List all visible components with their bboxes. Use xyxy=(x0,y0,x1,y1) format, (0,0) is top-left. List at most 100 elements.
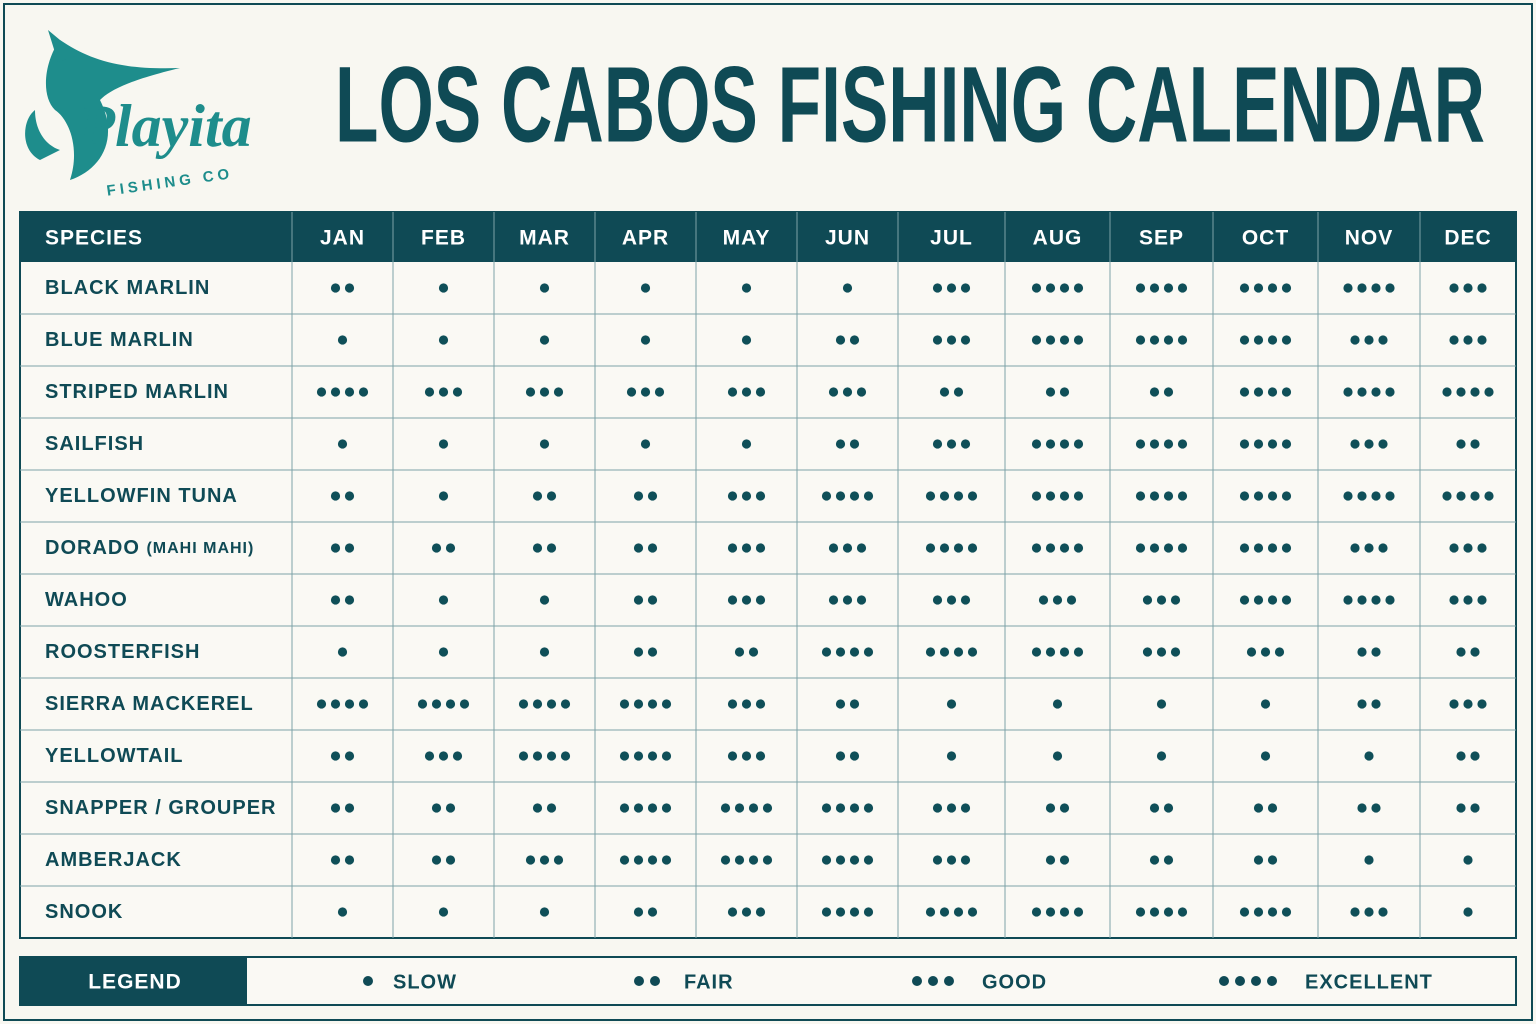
rating-cell xyxy=(932,439,971,449)
rating-dot xyxy=(1163,803,1174,813)
rating-dot xyxy=(459,699,470,709)
rating-cell xyxy=(932,803,971,813)
rating-cell xyxy=(1239,907,1292,917)
rating-dot xyxy=(849,751,860,761)
rating-dot xyxy=(849,803,860,813)
rating-cell xyxy=(337,647,348,657)
rating-cell xyxy=(1031,283,1084,293)
rating-cell xyxy=(330,491,355,501)
rating-cell xyxy=(1456,751,1480,761)
rating-dot xyxy=(647,855,658,865)
rating-dot xyxy=(619,699,630,709)
rating-dot xyxy=(1357,699,1367,709)
rating-dot xyxy=(438,595,449,605)
rating-dot xyxy=(640,387,651,397)
rating-dot xyxy=(1073,491,1084,501)
rating-dot xyxy=(1371,699,1381,709)
rating-cell xyxy=(539,595,550,605)
rating-dot xyxy=(1045,907,1056,917)
rating-dot xyxy=(424,751,435,761)
rating-dot xyxy=(1484,387,1494,397)
rating-dot xyxy=(842,387,853,397)
fish-tail xyxy=(25,110,60,160)
species-label: ROOSTERFISH xyxy=(45,641,200,663)
rating-dot xyxy=(438,751,449,761)
rating-dot xyxy=(330,387,341,397)
rating-dot xyxy=(953,543,964,553)
rating-cell xyxy=(316,387,369,397)
rating-dot xyxy=(1267,491,1278,501)
rating-dot xyxy=(1364,335,1374,345)
rating-cell xyxy=(946,699,957,709)
species-name: YELLOWFIN TUNA xyxy=(45,485,238,507)
rating-dot xyxy=(946,283,957,293)
rating-cell xyxy=(539,335,550,345)
rating-dot xyxy=(546,699,557,709)
rating-dot xyxy=(1163,855,1174,865)
rating-dot xyxy=(1031,647,1042,657)
rating-dot xyxy=(1251,976,1261,986)
rating-cell xyxy=(835,699,860,709)
rating-dot xyxy=(932,439,943,449)
rating-dot xyxy=(1364,543,1374,553)
rating-dot xyxy=(960,595,971,605)
rating-dot xyxy=(1484,491,1494,501)
rating-dot xyxy=(1364,439,1374,449)
rating-dot xyxy=(1253,595,1264,605)
rating-dot xyxy=(1456,647,1466,657)
rating-cell xyxy=(633,543,658,553)
rating-dot xyxy=(849,335,860,345)
header-cell: FEB xyxy=(421,227,466,250)
rating-dot xyxy=(1267,387,1278,397)
rating-cell xyxy=(1135,283,1188,293)
rating-dot xyxy=(953,907,964,917)
rating-dot xyxy=(1477,699,1487,709)
legend-item: FAIR xyxy=(634,971,733,993)
rating-cell xyxy=(1364,855,1374,865)
rating-cell xyxy=(431,543,456,553)
species-label: SNOOK xyxy=(45,901,123,923)
page-title: LOS CABOS FISHING CALENDAR xyxy=(335,44,1485,165)
species-label: BLACK MARLIN xyxy=(45,277,210,299)
rating-dot xyxy=(553,855,564,865)
rating-dot xyxy=(939,387,950,397)
rating-cell xyxy=(330,803,355,813)
rating-cell xyxy=(532,543,557,553)
rating-cell xyxy=(1156,699,1167,709)
rating-cell xyxy=(438,283,449,293)
rating-dot xyxy=(1163,387,1174,397)
rating-cell xyxy=(1449,283,1487,293)
rating-dot xyxy=(863,803,874,813)
rating-dot xyxy=(330,803,341,813)
rating-dot xyxy=(912,976,922,986)
rating-cell xyxy=(1031,543,1084,553)
rating-dot xyxy=(647,907,658,917)
rating-dot xyxy=(650,976,660,986)
rating-dot xyxy=(619,803,630,813)
rating-dot xyxy=(1463,543,1473,553)
rating-dot xyxy=(633,543,644,553)
rating-cell xyxy=(1350,907,1388,917)
rating-cell xyxy=(1449,335,1487,345)
rating-dot xyxy=(1371,595,1381,605)
rating-dot xyxy=(532,751,543,761)
rating-cell xyxy=(1253,855,1278,865)
rating-dot xyxy=(560,751,571,761)
rating-cell xyxy=(424,751,463,761)
rating-dot xyxy=(1364,855,1374,865)
rating-dot xyxy=(1253,543,1264,553)
rating-dot xyxy=(1163,335,1174,345)
rating-dot xyxy=(438,907,449,917)
rating-cell xyxy=(1357,647,1381,657)
rating-dot xyxy=(316,387,327,397)
calendar-table: SPECIES JAN FEB MAR APR MAY JUN JUL AUG SEP OCT NOV… xyxy=(19,211,1517,939)
rating-dot xyxy=(1449,595,1459,605)
rating-dot xyxy=(344,699,355,709)
rating-dot xyxy=(946,439,957,449)
rating-dot xyxy=(539,387,550,397)
rating-cell xyxy=(932,335,971,345)
rating-cell xyxy=(1031,907,1084,917)
rating-dot xyxy=(1463,855,1473,865)
rating-dot xyxy=(633,751,644,761)
rating-cell xyxy=(633,595,658,605)
